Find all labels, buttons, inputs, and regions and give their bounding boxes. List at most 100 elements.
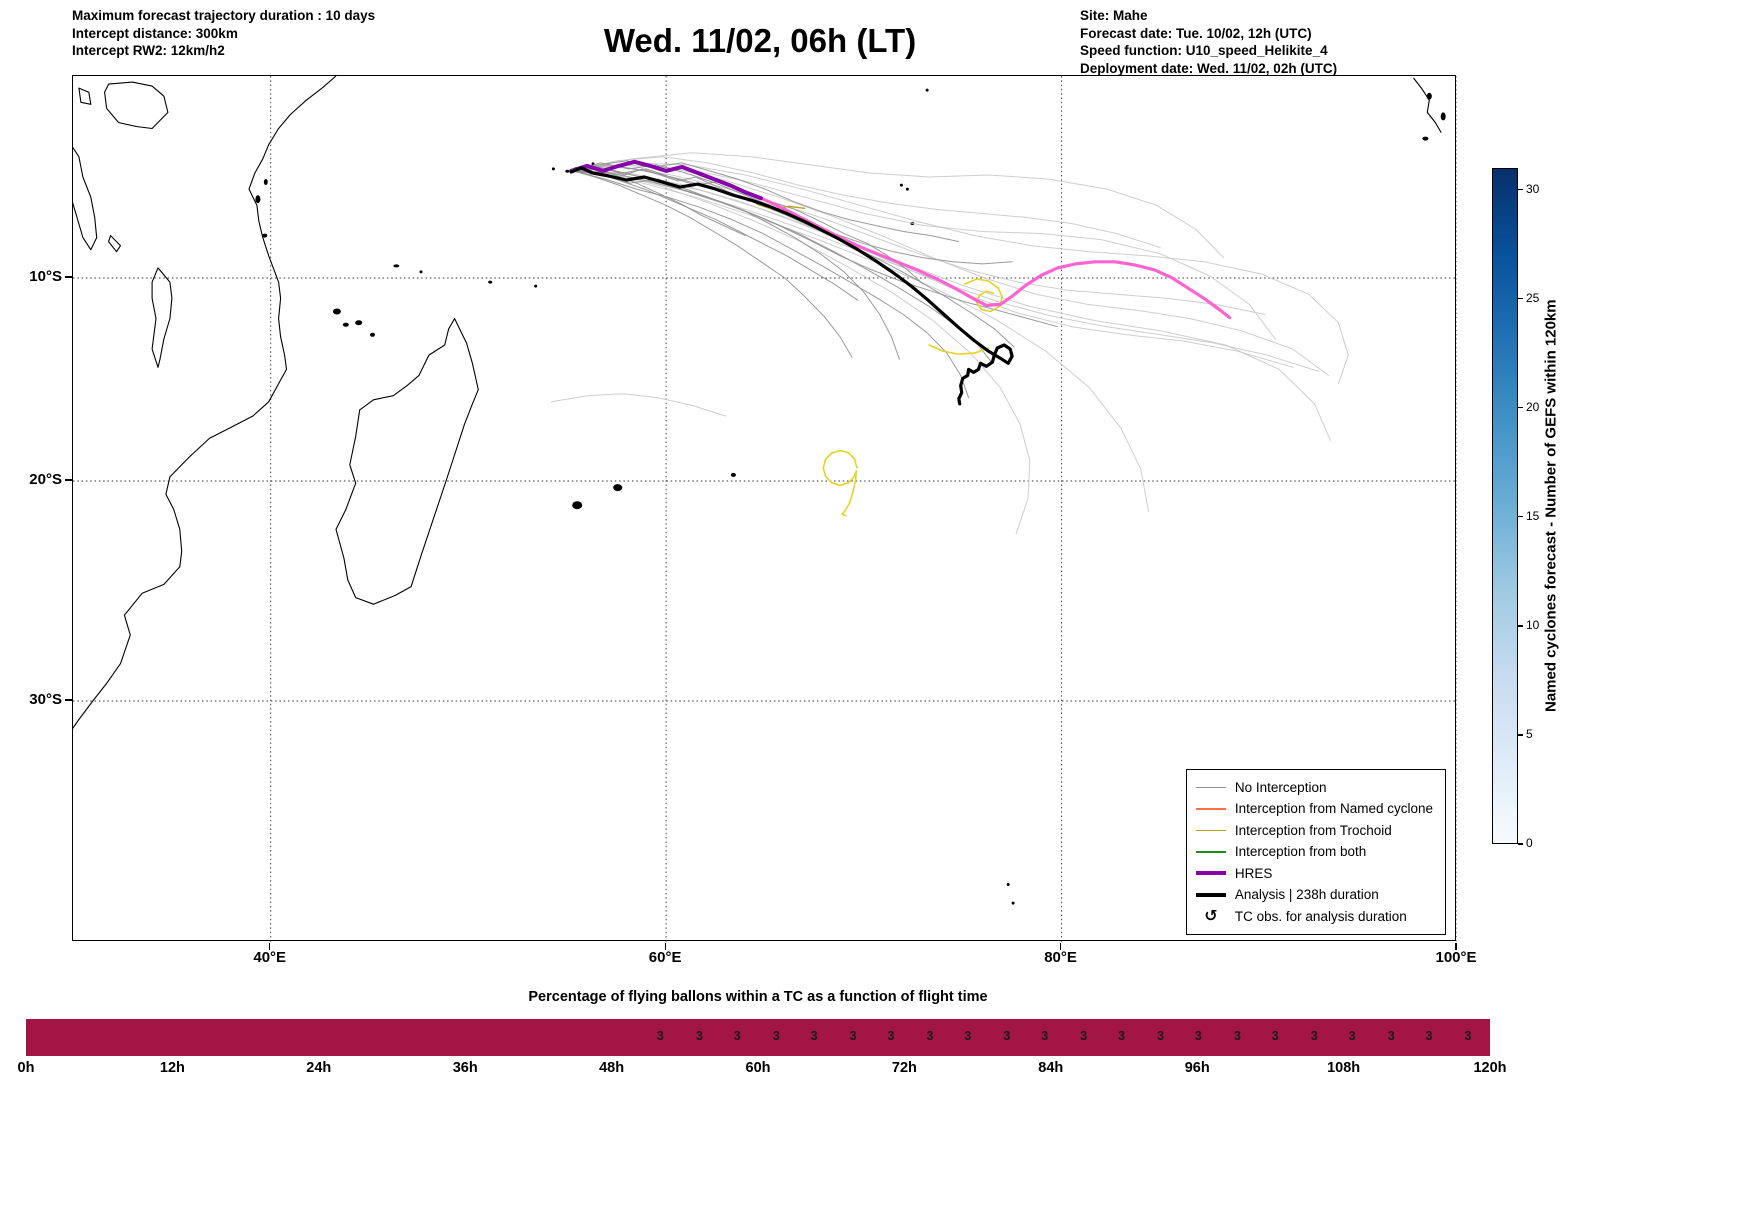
bar-value-label: 3 <box>849 1029 857 1043</box>
legend-item: HRES <box>1195 863 1433 885</box>
colorbar-tick-mark <box>1518 189 1523 191</box>
legend-item: Analysis | 238h duration <box>1195 884 1433 906</box>
header-right: Site: Mahe Forecast date: Tue. 10/02, 12… <box>1080 7 1337 77</box>
legend-item-label: Analysis | 238h duration <box>1234 887 1379 903</box>
bar-value-label: 3 <box>1157 1029 1165 1043</box>
bar-value-label: 3 <box>1194 1029 1202 1043</box>
bar-value-label: 3 <box>1080 1029 1088 1043</box>
lat-tick-mark <box>65 276 72 278</box>
time-tick-label: 48h <box>599 1060 625 1076</box>
map-svg <box>73 76 1457 942</box>
bar-value-label: 3 <box>1041 1029 1049 1043</box>
legend-item: Interception from both <box>1195 841 1433 863</box>
lat-tick-mark <box>65 479 72 481</box>
bar-value-label: 3 <box>1348 1029 1356 1043</box>
lon-tick-mark <box>1455 942 1457 950</box>
legend-item-label: Interception from Trochoid <box>1234 822 1392 838</box>
time-tick-label: 72h <box>891 1060 917 1076</box>
colorbar-label: Named cyclones forecast - Number of GEFS… <box>1542 299 1560 713</box>
colorbar-tick-mark <box>1518 625 1523 627</box>
tc-obs-icon: ↺ <box>1204 908 1218 926</box>
time-tick-label: 96h <box>1184 1060 1210 1076</box>
legend: No Interception Interception from Named c… <box>1185 768 1446 935</box>
bar-value-label: 3 <box>1425 1029 1433 1043</box>
colorbar-tick-label: 5 <box>1526 726 1533 741</box>
bar-value-label: 3 <box>1118 1029 1126 1043</box>
colorbar-gradient <box>1493 169 1517 843</box>
bar-value-label: 3 <box>1271 1029 1279 1043</box>
time-tick-label: 36h <box>452 1060 478 1076</box>
legend-line-swatch <box>1195 808 1226 810</box>
lat-tick-mark <box>65 699 72 701</box>
bar-value-label: 3 <box>695 1029 703 1043</box>
legend-line-swatch <box>1195 829 1226 831</box>
header-left: Maximum forecast trajectory duration : 1… <box>72 7 375 60</box>
bar-value-label: 3 <box>964 1029 972 1043</box>
legend-item: Interception from Trochoid <box>1195 820 1433 842</box>
legend-item-label: TC obs. for analysis duration <box>1234 908 1407 924</box>
legend-line-swatch <box>1195 851 1226 853</box>
lat-tick-label: 20°S <box>29 471 62 488</box>
bar-value-label: 3 <box>733 1029 741 1043</box>
time-tick-label: 60h <box>745 1060 771 1076</box>
legend-item-label: HRES <box>1234 865 1273 881</box>
colorbar-tick-label: 25 <box>1526 290 1540 305</box>
lon-tick-label: 60°E <box>648 949 682 966</box>
time-tick-label: 0h <box>17 1060 35 1076</box>
header-info-line: Site: Mahe <box>1080 8 1148 23</box>
legend-line-swatch <box>1195 786 1226 788</box>
bar-value-label: 3 <box>926 1029 934 1043</box>
legend-item: Interception from Named cyclone <box>1195 798 1433 820</box>
header-info-line: Maximum forecast trajectory duration : 1… <box>72 8 376 23</box>
bar-value-label: 3 <box>887 1029 895 1043</box>
time-tick-label: 24h <box>306 1060 332 1076</box>
lon-tick-label: 40°E <box>253 949 287 966</box>
map-area: No Interception Interception from Named c… <box>72 75 1457 942</box>
bar-value-label: 3 <box>1387 1029 1395 1043</box>
header-info-line: Forecast date: Tue. 10/02, 12h (UTC) <box>1080 25 1312 41</box>
colorbar-tick-mark <box>1518 407 1523 409</box>
header-info-line: Speed function: U10_speed_Helikite_4 <box>1080 43 1328 58</box>
colorbar-tick-mark <box>1518 298 1523 300</box>
lat-tick-label: 10°S <box>29 268 62 285</box>
colorbar-tick-label: 20 <box>1526 399 1540 414</box>
bar-value-label: 3 <box>1310 1029 1318 1043</box>
bar-value-label: 3 <box>656 1029 664 1043</box>
bar-value-label: 3 <box>1464 1029 1472 1043</box>
lon-tick-label: 80°E <box>1044 949 1077 966</box>
time-tick-label: 120h <box>1473 1060 1507 1076</box>
legend-item-label: No Interception <box>1234 779 1327 795</box>
legend-item: ↺ TC obs. for analysis duration <box>1196 906 1433 928</box>
colorbar-tick-label: 30 <box>1526 181 1540 196</box>
lon-tick-mark <box>269 942 271 950</box>
time-tick-label: 108h <box>1327 1060 1361 1076</box>
lon-tick-mark <box>1059 942 1062 950</box>
bar-value-label: 3 <box>1233 1029 1241 1043</box>
header-info-line: Intercept distance: 300km <box>72 25 238 41</box>
time-tick-label: 84h <box>1038 1060 1064 1076</box>
tc-percentage-bar <box>26 1019 1490 1056</box>
colorbar-tick-label: 10 <box>1526 617 1540 632</box>
lon-tick-label: 100°E <box>1435 949 1477 966</box>
bottom-chart-title: Percentage of flying ballons within a TC… <box>528 989 988 1005</box>
legend-line-swatch <box>1195 871 1226 876</box>
colorbar-tick-mark <box>1518 843 1523 845</box>
header-info-line: Deployment date: Wed. 11/02, 02h (UTC) <box>1080 60 1338 76</box>
page-title: Wed. 11/02, 06h (LT) <box>603 22 917 59</box>
colorbar-tick-label: 15 <box>1526 508 1540 523</box>
colorbar <box>1492 168 1518 844</box>
lon-tick-mark <box>664 942 666 950</box>
colorbar-tick-mark <box>1518 734 1523 736</box>
legend-items: No Interception Interception from Named c… <box>1195 777 1433 928</box>
lat-tick-label: 30°S <box>29 691 62 708</box>
bar-value-label: 3 <box>810 1029 818 1043</box>
time-tick-label: 12h <box>159 1060 185 1076</box>
bar-value-label: 3 <box>772 1029 780 1043</box>
colorbar-tick-label: 0 <box>1526 836 1533 850</box>
legend-item: No Interception <box>1195 777 1433 799</box>
header-info-line: Intercept RW2: 12km/h2 <box>72 43 225 58</box>
legend-item-label: Interception from Named cyclone <box>1234 801 1433 817</box>
bar-value-label: 3 <box>1003 1029 1011 1043</box>
colorbar-tick-mark <box>1518 516 1523 518</box>
